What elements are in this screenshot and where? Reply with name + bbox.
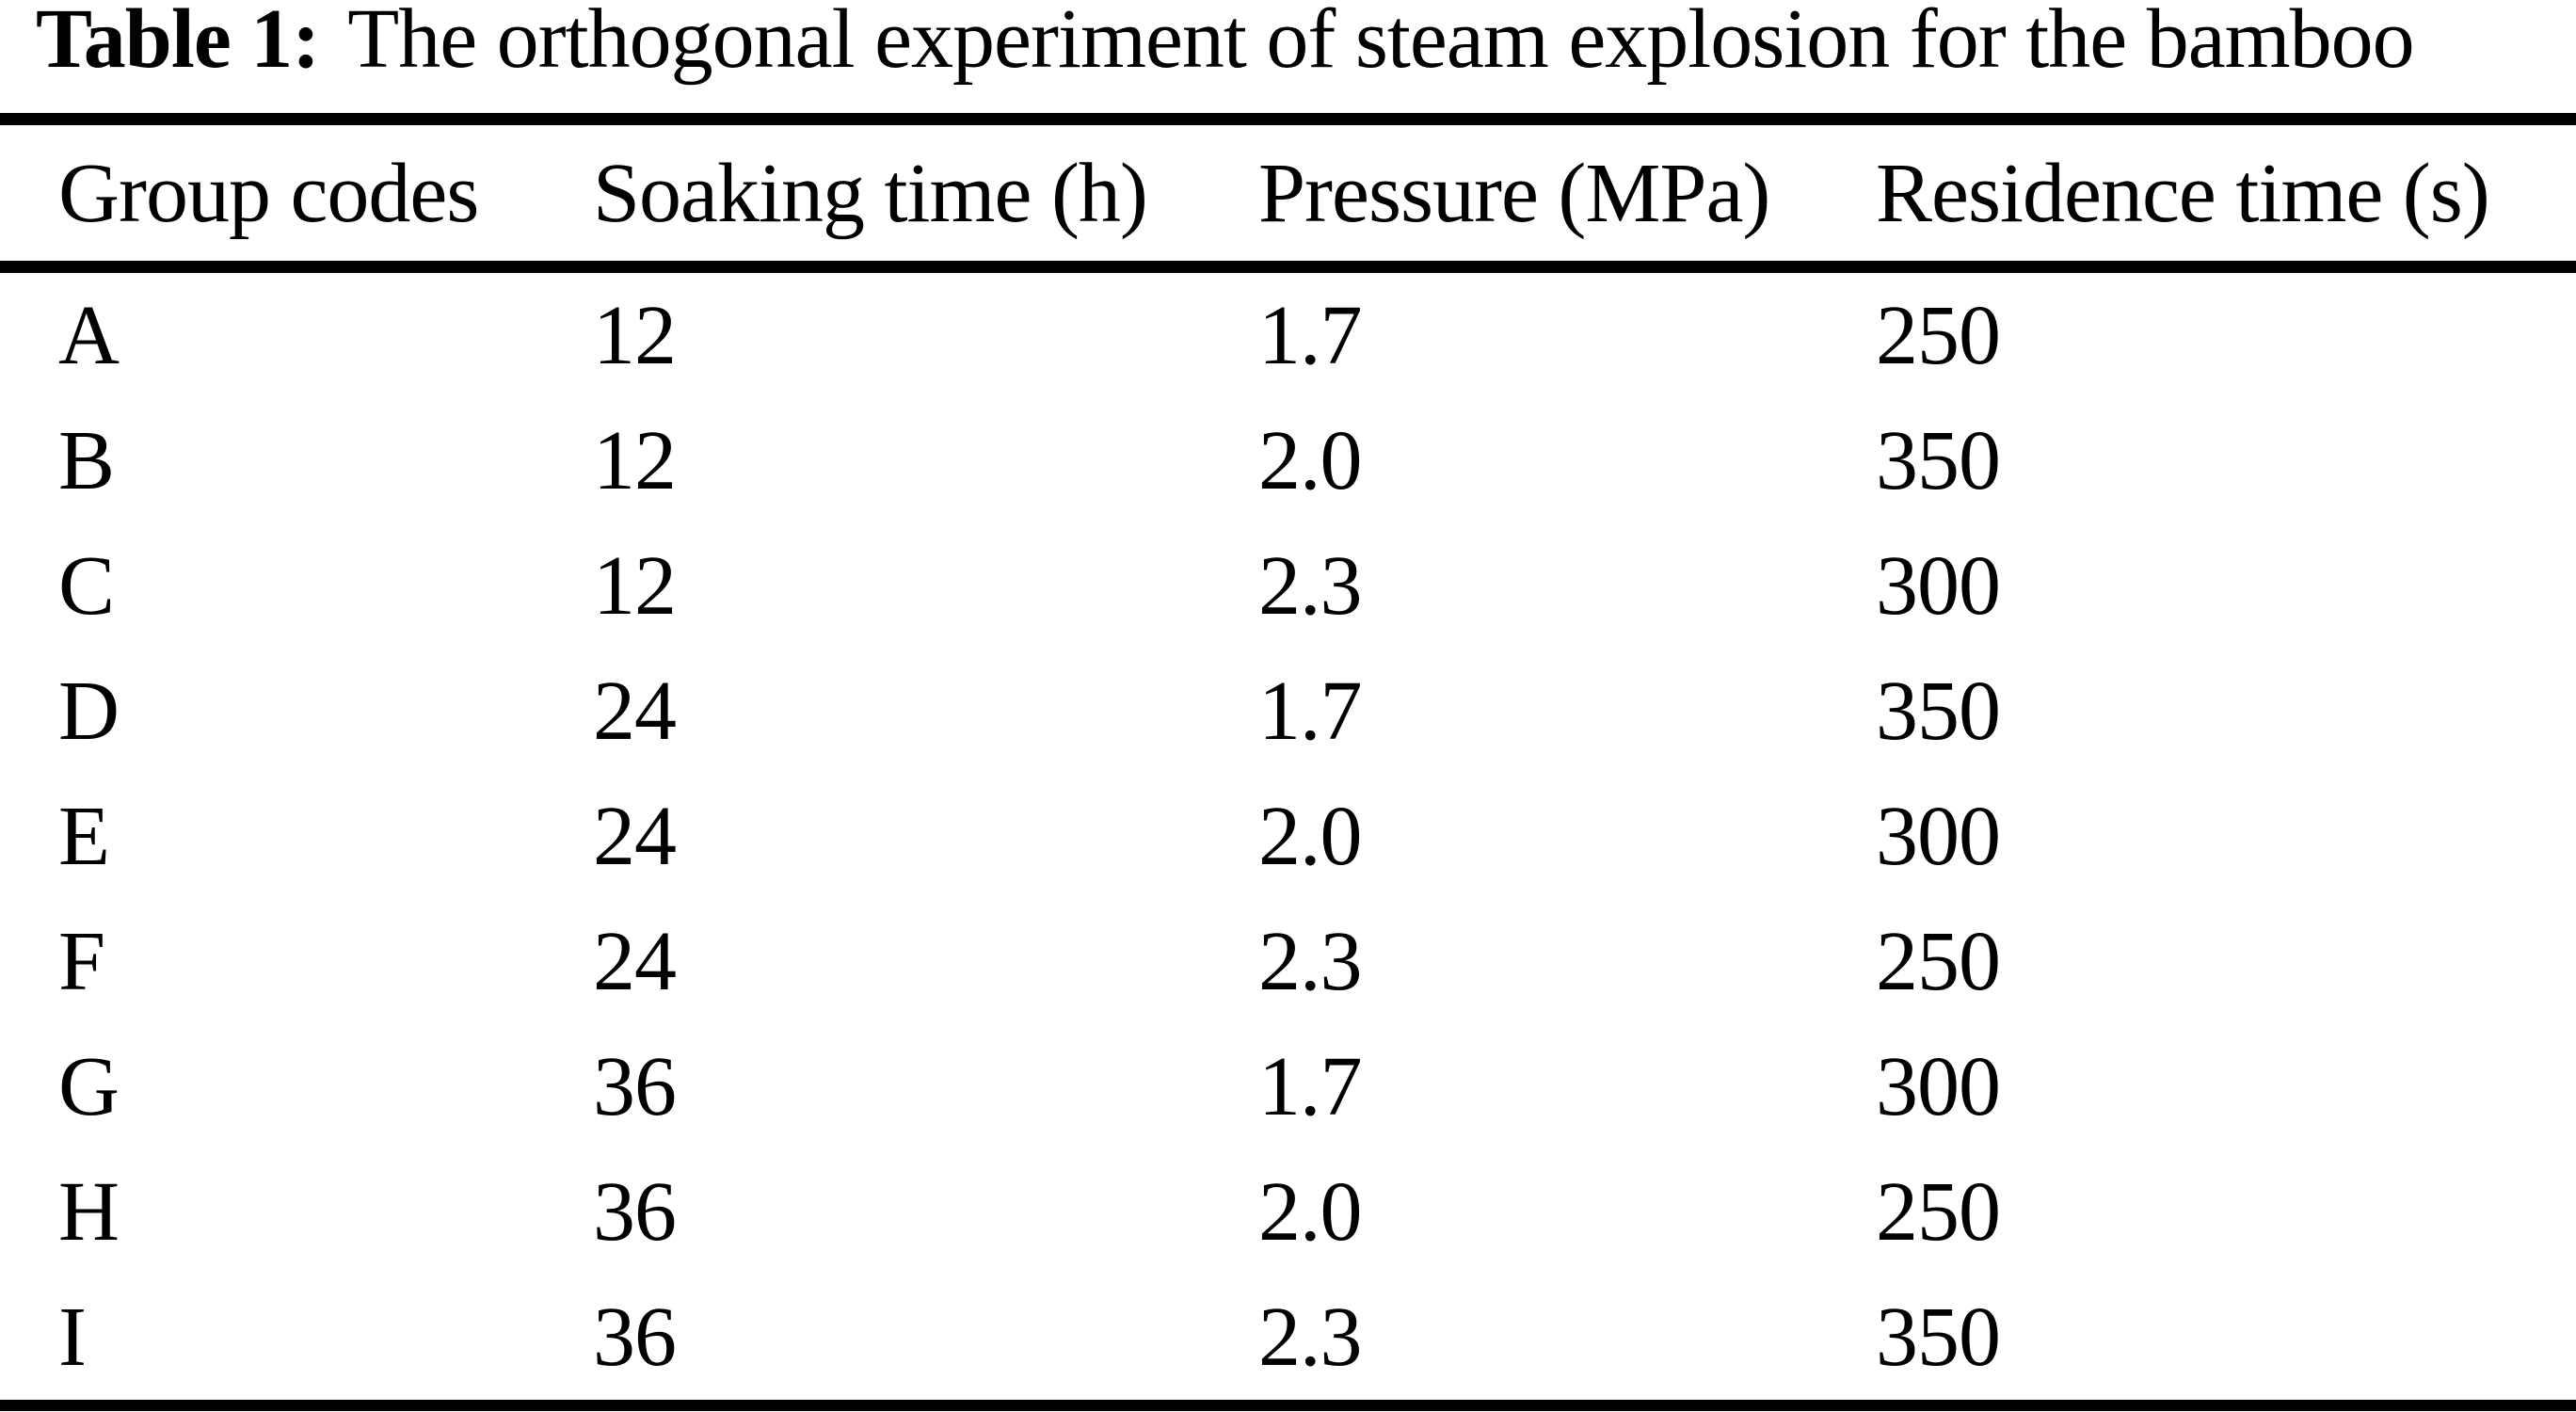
cell-group-code: A	[58, 289, 120, 382]
cell-residence-time: 350	[1876, 665, 2001, 758]
cell-group-code: F	[58, 915, 105, 1008]
table-caption-number: Table 1:	[36, 0, 320, 86]
column-header-pressure: Pressure (MPa)	[1258, 119, 1876, 273]
column-header-residence-time: Residence time (s)	[1876, 119, 2576, 273]
cell-soaking-time: 36	[593, 1040, 677, 1133]
cell-residence-time: 250	[1876, 289, 2001, 382]
cell-group-code: B	[58, 414, 115, 507]
table-row: H 36 2.0 250	[0, 1149, 2576, 1275]
cell-group-code: D	[58, 665, 120, 758]
cell-group-code: H	[58, 1165, 120, 1259]
column-header-group-codes: Group codes	[0, 119, 593, 273]
cell-soaking-time: 24	[593, 665, 677, 758]
cell-soaking-time: 24	[593, 915, 677, 1008]
cell-soaking-time: 36	[593, 1291, 677, 1384]
cell-pressure: 2.3	[1258, 539, 1363, 633]
cell-residence-time: 250	[1876, 915, 2001, 1008]
table-row: B 12 2.0 350	[0, 398, 2576, 523]
table-caption: Table 1: The orthogonal experiment of ste…	[36, 0, 2415, 86]
table-row: I 36 2.3 350	[0, 1275, 2576, 1405]
cell-group-code: I	[58, 1291, 87, 1384]
table-row: E 24 2.0 300	[0, 774, 2576, 899]
cell-pressure: 2.0	[1258, 1165, 1363, 1259]
table-header-row: Group codes Soaking time (h) Pressure (M…	[0, 119, 2576, 273]
cell-group-code: C	[58, 539, 115, 633]
table-row: A 12 1.7 250	[0, 267, 2576, 399]
cell-residence-time: 350	[1876, 1291, 2001, 1384]
cell-residence-time: 300	[1876, 790, 2001, 883]
cell-soaking-time: 24	[593, 790, 677, 883]
table-row: G 36 1.7 300	[0, 1024, 2576, 1149]
table-row: F 24 2.3 250	[0, 899, 2576, 1024]
table-caption-text: The orthogonal experiment of steam explo…	[347, 0, 2414, 86]
cell-pressure: 2.3	[1258, 915, 1363, 1008]
cell-pressure: 1.7	[1258, 665, 1363, 758]
cell-pressure: 2.0	[1258, 414, 1363, 507]
cell-soaking-time: 12	[593, 539, 677, 633]
table-body: A 12 1.7 250 B 12 2.0 350 C 12 2.3 300 D…	[0, 267, 2576, 1406]
cell-pressure: 2.3	[1258, 1291, 1363, 1384]
cell-residence-time: 250	[1876, 1165, 2001, 1259]
cell-pressure: 2.0	[1258, 790, 1363, 883]
table-row: D 24 1.7 350	[0, 649, 2576, 774]
cell-soaking-time: 36	[593, 1165, 677, 1259]
cell-soaking-time: 12	[593, 414, 677, 507]
cell-residence-time: 300	[1876, 1040, 2001, 1133]
cell-residence-time: 350	[1876, 414, 2001, 507]
table-row: C 12 2.3 300	[0, 523, 2576, 649]
cell-soaking-time: 12	[593, 289, 677, 382]
cell-pressure: 1.7	[1258, 289, 1363, 382]
table-header: Group codes Soaking time (h) Pressure (M…	[0, 119, 2576, 273]
cell-group-code: E	[58, 790, 110, 883]
cell-residence-time: 300	[1876, 539, 2001, 633]
cell-pressure: 1.7	[1258, 1040, 1363, 1133]
orthogonal-experiment-table: Group codes Soaking time (h) Pressure (M…	[0, 113, 2576, 1411]
column-header-soaking-time: Soaking time (h)	[593, 119, 1258, 273]
cell-group-code: G	[58, 1040, 120, 1133]
